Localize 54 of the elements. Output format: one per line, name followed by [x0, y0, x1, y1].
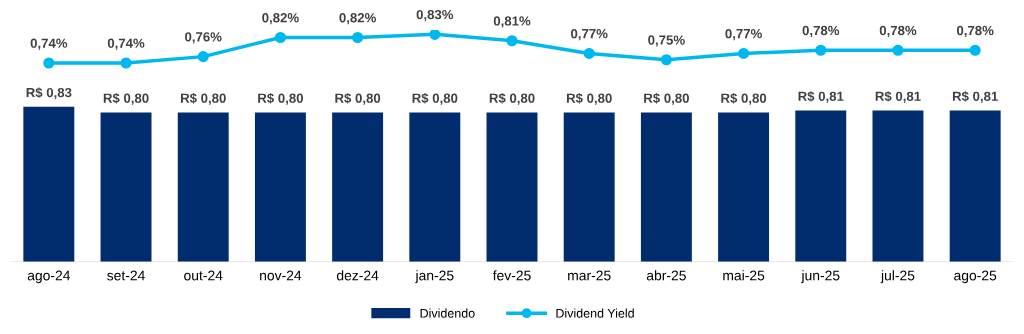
point — [352, 31, 364, 44]
point — [506, 35, 518, 47]
data-label: 0,78% — [879, 25, 917, 38]
data-label: R$ 0,80 — [566, 92, 612, 105]
point — [660, 54, 672, 66]
data-label: 0,81% — [493, 16, 531, 28]
data-label: 0,74% — [30, 38, 68, 50]
data-label: R$ 0,81 — [952, 91, 998, 103]
data-label: R$ 0,81 — [875, 91, 921, 103]
data-label: 0,76% — [185, 32, 222, 44]
point — [429, 30, 441, 40]
x-tick-label: dez-24 — [336, 270, 379, 281]
x-tick-label: mai-25 — [723, 270, 765, 281]
x-tick-label: jul-25 — [880, 270, 915, 284]
x-tick-label: out-24 — [184, 270, 223, 281]
data-label: R$ 0,80 — [181, 92, 226, 105]
data-label: R$ 0,80 — [103, 92, 149, 105]
data-label: 0,78% — [956, 25, 994, 38]
point — [43, 57, 55, 69]
data-label: 0,77% — [725, 28, 762, 41]
data-label: 0,83% — [416, 9, 454, 22]
data-label: R$ 0,80 — [489, 92, 535, 105]
point — [120, 57, 132, 69]
data-label: 0,77% — [571, 28, 608, 41]
x-tick-label: abr-25 — [646, 270, 686, 281]
x-tick-label: mar-25 — [568, 270, 611, 281]
x-tick-label: ago-24 — [27, 270, 71, 284]
point — [197, 51, 209, 63]
legend-label: Dividend Yield — [556, 308, 634, 318]
x-tick-label: set-24 — [107, 270, 145, 281]
data-label: 0,74% — [107, 38, 145, 50]
x-tick-label: fev-25 — [492, 270, 531, 281]
data-label: R$ 0,80 — [644, 92, 689, 105]
point — [892, 44, 904, 56]
point — [274, 31, 286, 44]
legend-label: Dividendo — [420, 308, 475, 318]
data-label: 0,82% — [262, 13, 299, 25]
x-tick-label: jan-25 — [415, 270, 454, 284]
data-label: R$ 0,80 — [412, 92, 458, 105]
point — [738, 47, 750, 59]
data-label: 0,78% — [802, 25, 840, 38]
x-tick-label: nov-24 — [260, 270, 302, 281]
data-label: R$ 0,80 — [721, 92, 767, 105]
data-label: 0,75% — [648, 35, 685, 47]
data-label: 0,82% — [339, 13, 376, 25]
point — [815, 44, 827, 56]
point — [969, 44, 981, 56]
data-label: R$ 0,81 — [798, 91, 844, 103]
x-tick-label: ago-25 — [954, 270, 997, 284]
data-label: R$ 0,80 — [335, 92, 381, 105]
x-tick-label: jun-25 — [801, 270, 840, 284]
data-label: R$ 0,83 — [26, 87, 72, 100]
point — [583, 47, 595, 59]
data-label: R$ 0,80 — [258, 92, 303, 105]
